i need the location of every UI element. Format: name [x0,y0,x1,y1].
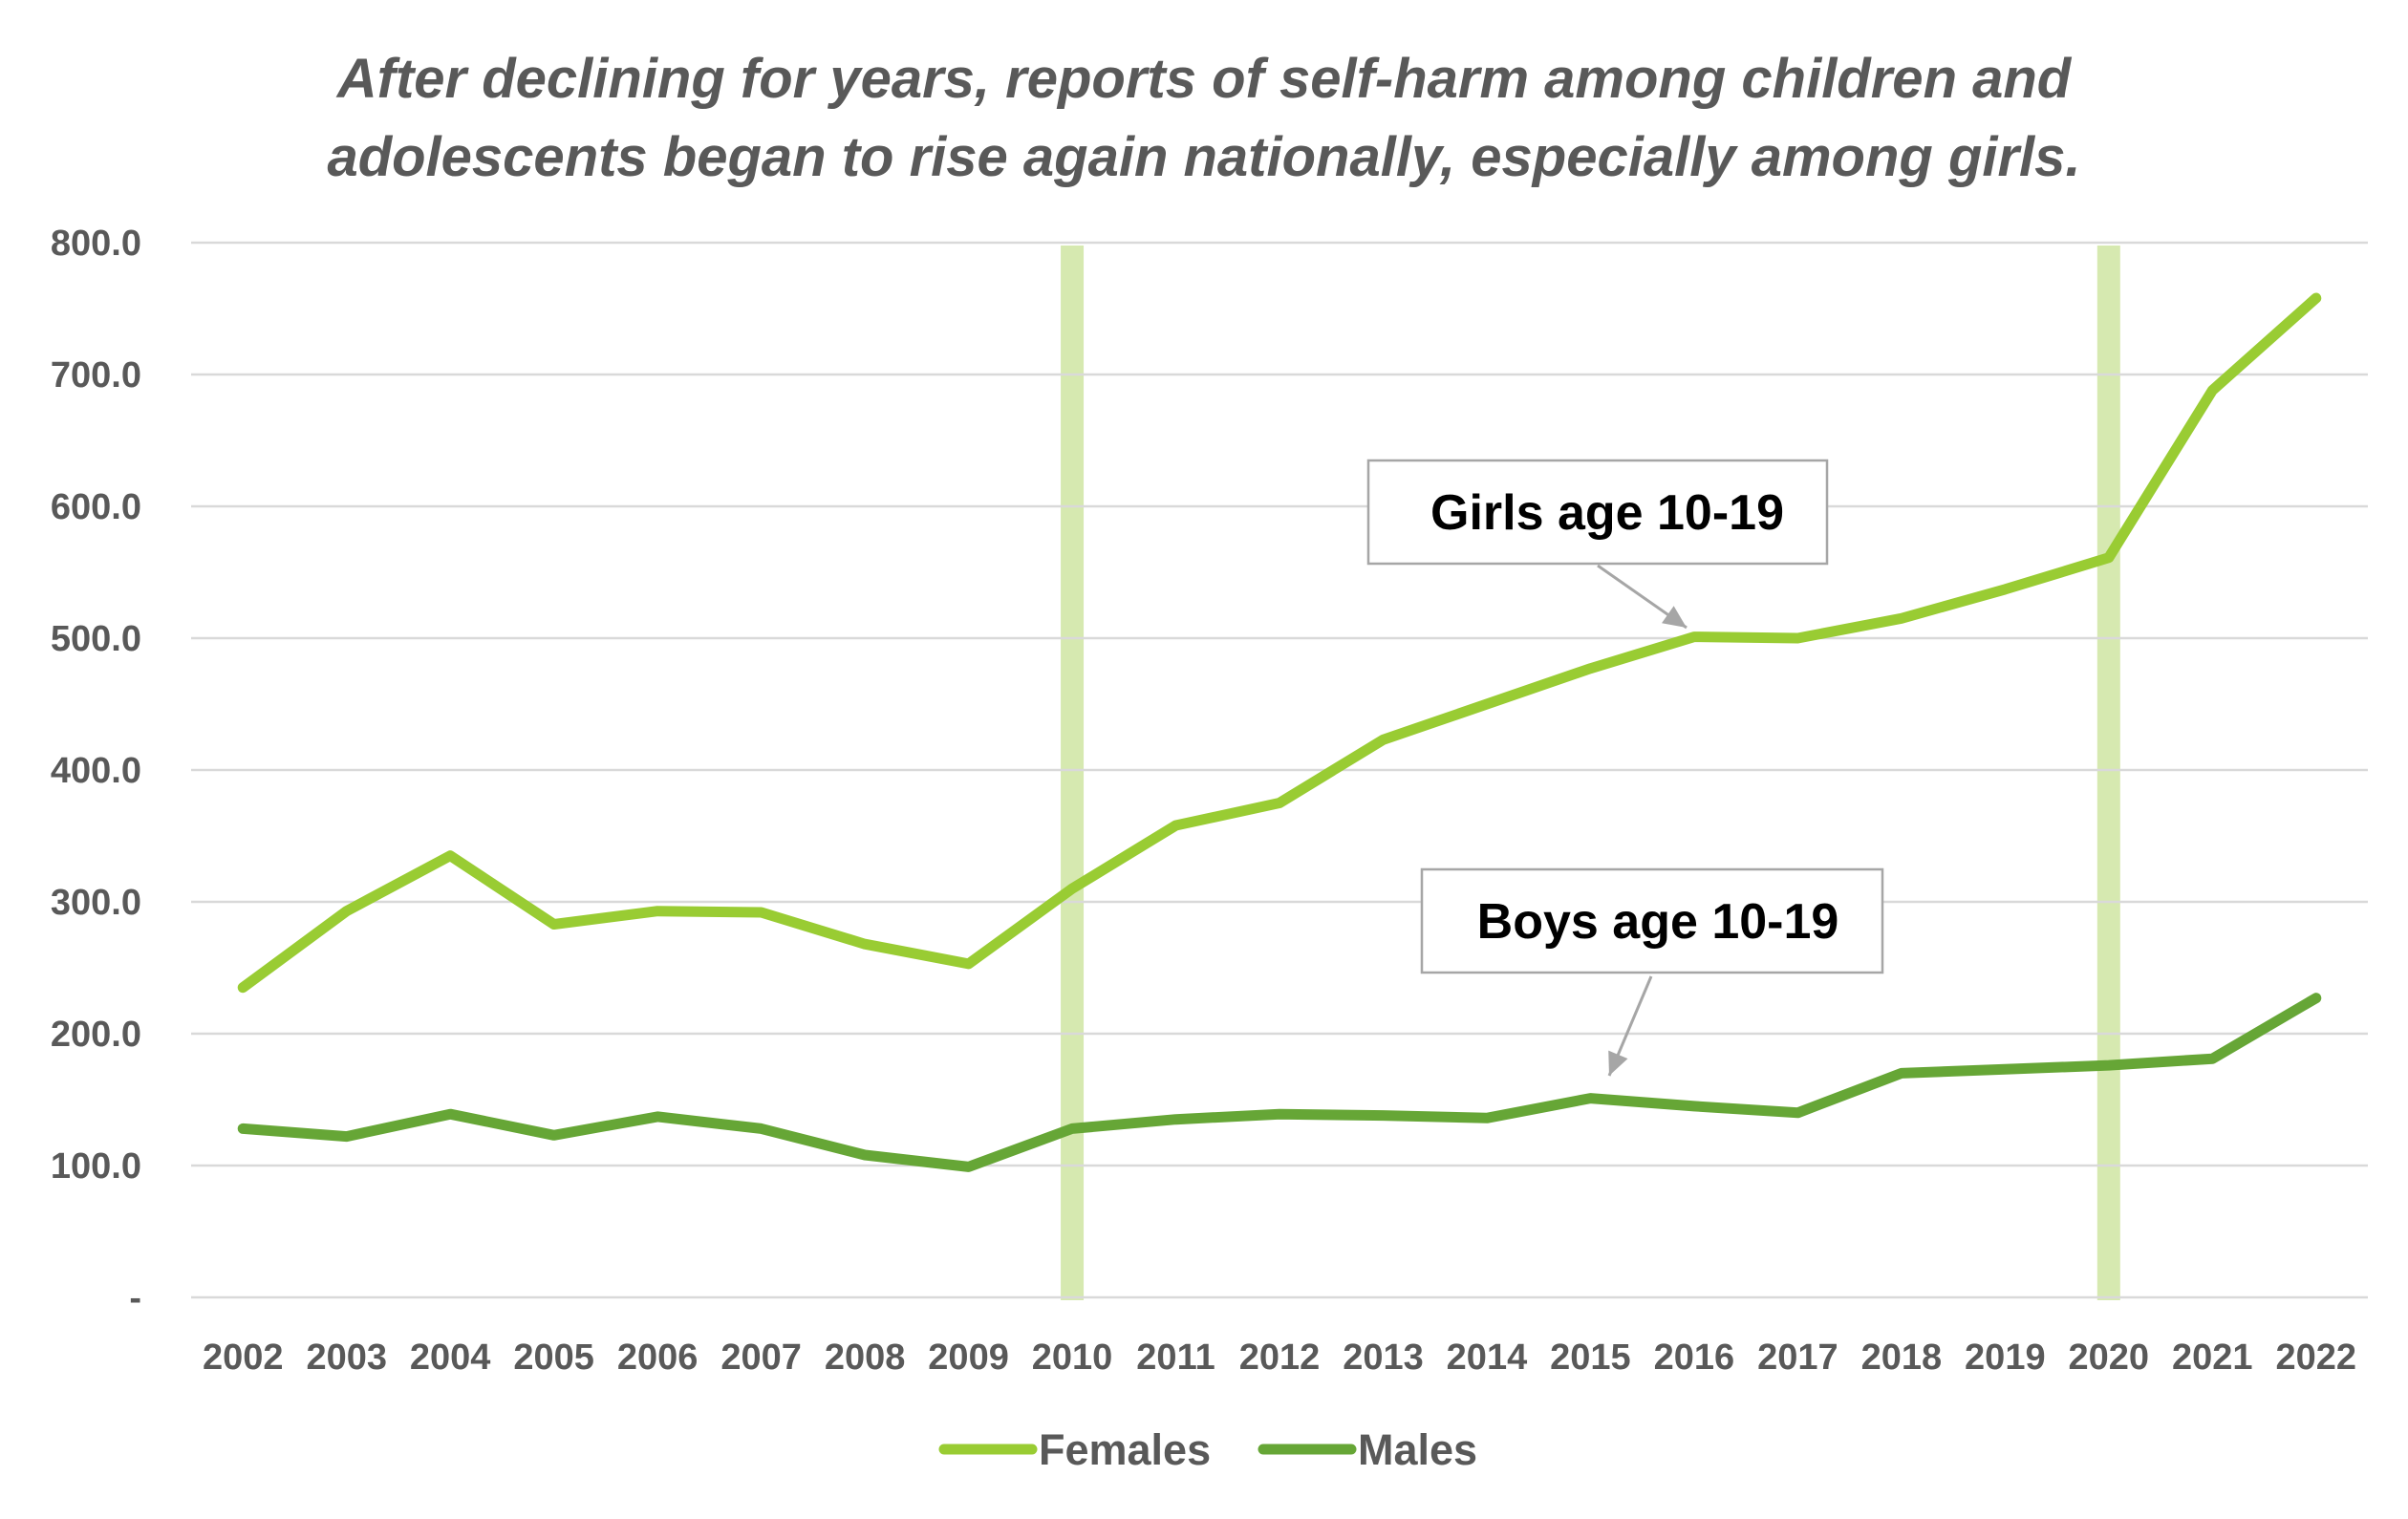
series-line-females [237,292,2322,994]
gridlines [191,241,2368,1299]
x-tick-label: 2015 [1550,1337,1631,1378]
x-tick-label: 2018 [1861,1337,1943,1378]
x-tick-label: 2019 [1965,1337,2046,1378]
x-tick-label: 2003 [306,1337,387,1378]
y-tick-label: - [129,1278,141,1318]
x-tick-label: 2009 [928,1337,1009,1378]
x-tick-label: 2006 [617,1337,699,1378]
x-tick-label: 2020 [2069,1337,2150,1378]
x-tick-label: 2011 [1136,1337,1215,1378]
x-tick-label: 2014 [1447,1337,1528,1378]
highlight-band-2010 [1061,246,1085,1300]
x-tick-label: 2013 [1343,1337,1424,1378]
chart-title-line-1: After declining for years, reports of se… [336,48,2072,110]
chart-title-line-2: adolescents began to rise again national… [327,126,2081,188]
annotation-label-males: Boys age 10-19 [1477,894,1839,950]
annotation-arrowhead-females [1662,606,1687,628]
y-axis-ticks: - 100.0 200.0 300.0 400.0 500.0 600.0 700.0 800.… [51,224,141,1318]
annotation-box-males [1420,867,1884,974]
legend-label-males: Males [1358,1425,1477,1474]
annotation-arrowhead-males [1608,1050,1628,1076]
y-tick-label: 400.0 [51,751,141,791]
x-tick-label: 2007 [720,1337,802,1378]
x-tick-label: 2005 [513,1337,594,1378]
highlight-bands [1061,246,2120,1300]
series-line-males [237,993,2322,1172]
x-tick-label: 2021 [2172,1337,2253,1378]
x-axis-ticks: 2002 2003 2004 2005 2006 2007 2008 2009 2010 2011… [203,1337,2356,1378]
highlight-band-2020 [2096,246,2120,1300]
y-tick-label: 500.0 [51,619,141,659]
annotation-label-females: Girls age 10-19 [1430,485,1784,541]
y-tick-label: 800.0 [51,224,141,264]
y-tick-label: 600.0 [51,487,141,527]
y-tick-label: 700.0 [51,355,141,396]
series-lines [237,292,2322,1172]
legend-label-females: Females [1039,1425,1211,1474]
x-tick-label: 2012 [1239,1337,1321,1378]
x-tick-label: 2022 [2275,1337,2356,1378]
annotations: Girls age 10-19 Boys age 10-19 [1366,459,1884,1077]
chart-title: After declining for years, reports of se… [0,40,2408,197]
x-tick-label: 2002 [203,1337,284,1378]
x-tick-label: 2008 [825,1337,906,1378]
x-tick-label: 2010 [1032,1337,1113,1378]
y-tick-label: 300.0 [51,883,141,923]
y-tick-label: 200.0 [51,1015,141,1055]
legend: Females Males [938,1425,1477,1474]
x-tick-label: 2004 [410,1337,491,1378]
annotation-box-females [1366,459,1829,566]
x-tick-label: 2017 [1757,1337,1838,1378]
x-tick-label: 2016 [1654,1337,1735,1378]
y-tick-label: 100.0 [51,1146,141,1187]
